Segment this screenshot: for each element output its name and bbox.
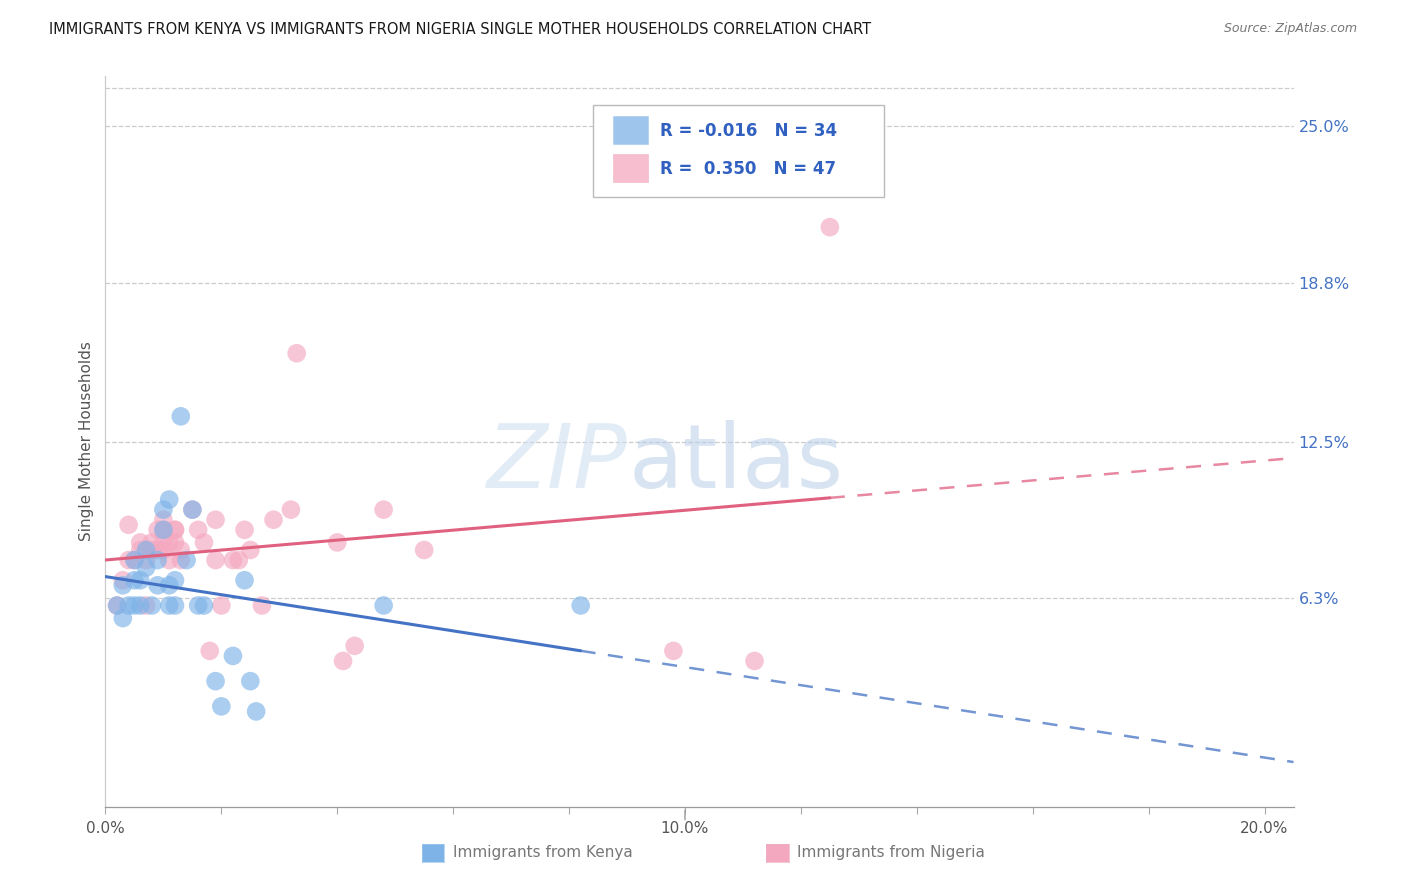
Text: ZIP: ZIP [488,420,628,507]
Point [263,513,285,527]
Y-axis label: Single Mother Households: Single Mother Households [79,342,94,541]
Point [818,220,841,235]
Point [124,553,146,567]
Point [117,517,139,532]
Point [163,523,186,537]
Point [662,644,685,658]
Point [152,535,174,549]
Point [135,560,157,574]
Point [187,599,209,613]
Point [373,599,395,613]
Point [413,543,436,558]
Point [285,346,308,360]
Point [239,674,262,689]
Point [181,502,204,516]
Text: R = -0.016   N = 34: R = -0.016 N = 34 [661,121,838,140]
Point [222,553,245,567]
Point [204,553,226,567]
Point [373,502,395,516]
Point [744,654,766,668]
Point [326,535,349,549]
Point [141,543,163,558]
Point [187,523,209,537]
Point [193,535,215,549]
Point [198,644,221,658]
Point [280,502,302,516]
Point [233,523,256,537]
Point [135,543,157,558]
Point [193,599,215,613]
Point [163,599,186,613]
Text: R =  0.350   N = 47: R = 0.350 N = 47 [661,160,837,178]
Point [152,502,174,516]
Point [135,599,157,613]
Point [245,705,267,719]
Point [124,599,146,613]
Point [117,599,139,613]
Point [157,599,180,613]
Point [163,535,186,549]
Point [117,553,139,567]
Point [332,654,354,668]
Point [204,513,226,527]
Point [228,553,250,567]
Point [157,535,180,549]
Point [146,578,169,592]
Point [181,502,204,516]
Point [146,523,169,537]
Point [105,599,128,613]
Point [152,513,174,527]
Point [141,535,163,549]
Point [163,574,186,588]
Point [152,523,174,537]
Point [146,553,169,567]
Point [152,523,174,537]
Point [129,574,152,588]
Point [239,543,262,558]
Point [233,574,256,588]
Point [129,535,152,549]
Point [111,611,134,625]
Point [111,574,134,588]
Point [111,578,134,592]
Point [170,553,193,567]
Point [170,409,193,424]
Text: Immigrants from Kenya: Immigrants from Kenya [453,846,633,860]
Point [163,523,186,537]
Point [157,553,180,567]
Text: IMMIGRANTS FROM KENYA VS IMMIGRANTS FROM NIGERIA SINGLE MOTHER HOUSEHOLDS CORREL: IMMIGRANTS FROM KENYA VS IMMIGRANTS FROM… [49,22,872,37]
Point [209,599,232,613]
Point [105,599,128,613]
Point [124,574,146,588]
Point [157,492,180,507]
Point [135,553,157,567]
Text: atlas: atlas [628,420,844,507]
Point [343,639,366,653]
Point [170,543,193,558]
Point [204,674,226,689]
FancyBboxPatch shape [592,105,883,196]
Point [222,648,245,663]
Point [129,543,152,558]
Point [209,699,232,714]
Point [176,553,198,567]
Point [141,599,163,613]
Point [146,543,169,558]
Point [157,578,180,592]
Text: Source: ZipAtlas.com: Source: ZipAtlas.com [1223,22,1357,36]
Point [152,543,174,558]
Point [250,599,273,613]
Point [129,599,152,613]
Bar [613,154,648,182]
Point [569,599,592,613]
Text: Immigrants from Nigeria: Immigrants from Nigeria [797,846,986,860]
Point [124,553,146,567]
Bar [613,116,648,144]
